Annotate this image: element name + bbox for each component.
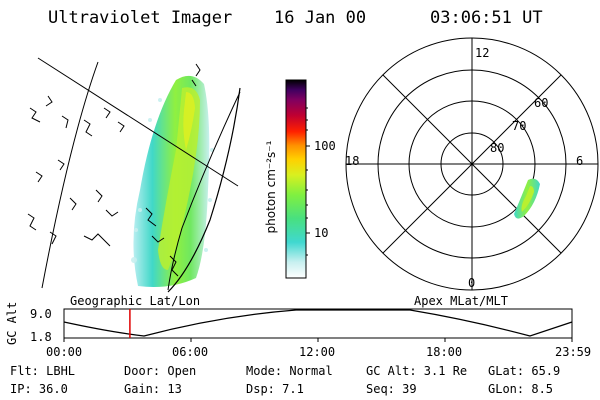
timeline-ytick-max: 9.0 <box>30 307 52 321</box>
info-gc-alt: GC Alt: 3.1 Re <box>366 364 468 378</box>
colorbar-tick-100: 100 <box>314 139 336 153</box>
apex-projection-label: Apex MLat/MLT <box>414 294 508 308</box>
timeline-ticks <box>63 338 573 342</box>
mlt-label-12: 12 <box>475 46 490 60</box>
timeline-ylabel: GC Alt <box>5 301 19 345</box>
info-glon: GLon: 8.5 <box>488 382 554 396</box>
time-label: 03:06:51 UT <box>430 8 543 28</box>
colorbar-tick-10: 10 <box>314 226 329 240</box>
info-seq: Seq: 39 <box>366 382 417 396</box>
timeline-ytick-min: 1.8 <box>30 330 52 344</box>
info-mode: Mode: Normal <box>246 364 333 378</box>
lat-label-70: 70 <box>512 119 527 133</box>
mlt-label-0: 0 <box>468 276 476 290</box>
altitude-curve <box>63 309 573 337</box>
mlt-label-6: 6 <box>576 154 584 168</box>
timeline-frame <box>63 308 573 339</box>
lat-label-80: 80 <box>490 141 505 155</box>
info-filter: Flt: LBHL <box>10 364 76 378</box>
timeline-xtick-1200: 12:00 <box>299 345 336 359</box>
info-glat: GLat: 65.9 <box>488 364 561 378</box>
colorbar-unit-label: photon cm⁻²s⁻¹ <box>264 140 278 234</box>
info-gain: Gain: 13 <box>124 382 182 396</box>
instrument-title: Ultraviolet Imager <box>48 8 233 28</box>
colorbar-ticks <box>306 107 310 256</box>
timeline-xtick-0600: 06:00 <box>172 345 209 359</box>
mlt-label-18: 18 <box>345 154 360 168</box>
colorbar <box>285 79 307 279</box>
geographic-image <box>27 57 241 293</box>
timeline-xtick-1800: 18:00 <box>426 345 463 359</box>
info-door: Door: Open <box>124 364 197 378</box>
geographic-projection-label: Geographic Lat/Lon <box>70 294 201 308</box>
polar-diagonal-2 <box>382 74 562 254</box>
polar-plot <box>345 37 599 291</box>
timeline-xtick-2359: 23:59 <box>555 345 592 359</box>
info-dsp: Dsp: 7.1 <box>246 382 304 396</box>
date-label: 16 Jan 00 <box>274 8 367 28</box>
lat-label-60: 60 <box>534 96 549 110</box>
timeline-xtick-0000: 00:00 <box>46 345 83 359</box>
info-ip: IP: 36.0 <box>10 382 68 396</box>
altitude-timeline <box>63 308 573 342</box>
